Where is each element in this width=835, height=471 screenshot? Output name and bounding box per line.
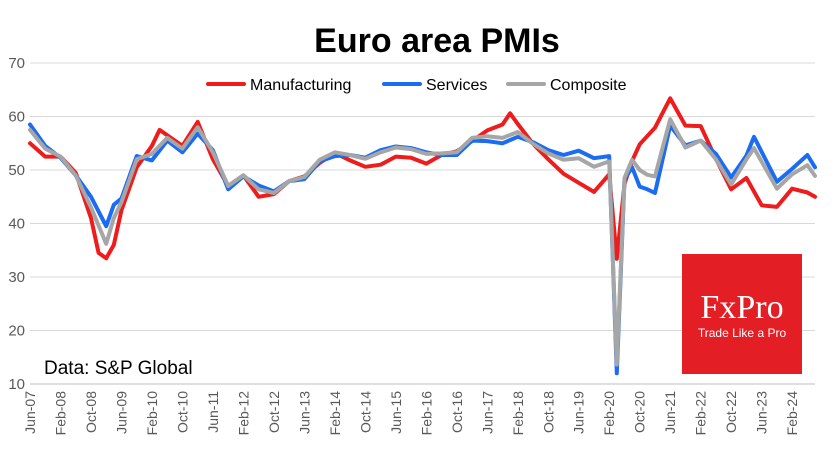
x-tick-label: Oct-08 xyxy=(83,391,99,433)
x-tick-label: Oct-20 xyxy=(632,391,648,433)
logo-tagline: Trade Like a Pro xyxy=(698,326,787,340)
x-tick-label: Jun-23 xyxy=(754,391,770,434)
legend-label: Manufacturing xyxy=(250,77,351,94)
x-tick-label: Feb-16 xyxy=(418,391,434,436)
x-tick-label: Oct-12 xyxy=(266,391,282,433)
x-tick-label: Feb-10 xyxy=(144,391,160,436)
fxpro-logo: FxPro Trade Like a Pro xyxy=(682,254,802,374)
x-tick-label: Feb-22 xyxy=(693,391,709,436)
y-tick-label: 30 xyxy=(8,269,25,286)
y-tick-label: 60 xyxy=(8,109,25,126)
legend: Manufacturing Services Composite xyxy=(206,77,627,94)
y-tick-label: 20 xyxy=(8,323,25,340)
x-tick-label: Jun-15 xyxy=(388,391,404,434)
x-tick-label: Feb-20 xyxy=(601,391,617,436)
x-tick-label: Oct-10 xyxy=(174,391,190,433)
series-lines xyxy=(28,96,817,376)
x-tick-label: Feb-08 xyxy=(52,391,68,436)
x-tick-label: Oct-14 xyxy=(357,391,373,433)
x-tick-label: Feb-12 xyxy=(235,391,251,436)
series-line-composite xyxy=(28,117,817,367)
logo-brand: FxPro xyxy=(700,289,783,326)
chart-title: Euro area PMIs xyxy=(314,22,560,60)
x-tick-label: Jun-11 xyxy=(205,391,221,433)
x-tick-label: Jun-21 xyxy=(662,391,678,434)
x-axis: Jun-07 Feb-08 Oct-08 Jun-09 Feb-10 Oct-10 Jun-… xyxy=(22,391,800,436)
y-tick-label: 40 xyxy=(8,216,25,233)
x-tick-label: Feb-14 xyxy=(327,391,343,436)
grid xyxy=(30,62,815,385)
x-tick-label: Jun-09 xyxy=(113,391,129,434)
series-line-manufacturing xyxy=(28,96,817,261)
legend-label: Services xyxy=(426,77,487,94)
x-tick-label: Oct-16 xyxy=(449,391,465,433)
x-tick-label: Jun-17 xyxy=(479,391,495,434)
x-tick-label: Feb-24 xyxy=(784,391,800,436)
x-tick-label: Feb-18 xyxy=(510,391,526,436)
y-tick-label: 70 xyxy=(8,55,25,72)
x-tick-label: Jun-19 xyxy=(571,391,587,434)
y-axis: 10 20 30 40 50 60 70 xyxy=(8,55,25,393)
x-tick-label: Jun-07 xyxy=(22,391,38,434)
x-tick-label: Oct-18 xyxy=(540,391,556,433)
logo-background xyxy=(682,254,802,374)
x-tick-label: Jun-13 xyxy=(296,391,312,434)
source-note: Data: S&P Global xyxy=(44,358,193,379)
x-tick-label: Oct-22 xyxy=(723,391,739,433)
y-tick-label: 10 xyxy=(8,376,25,393)
legend-label: Composite xyxy=(550,77,627,94)
y-tick-label: 50 xyxy=(8,162,25,179)
